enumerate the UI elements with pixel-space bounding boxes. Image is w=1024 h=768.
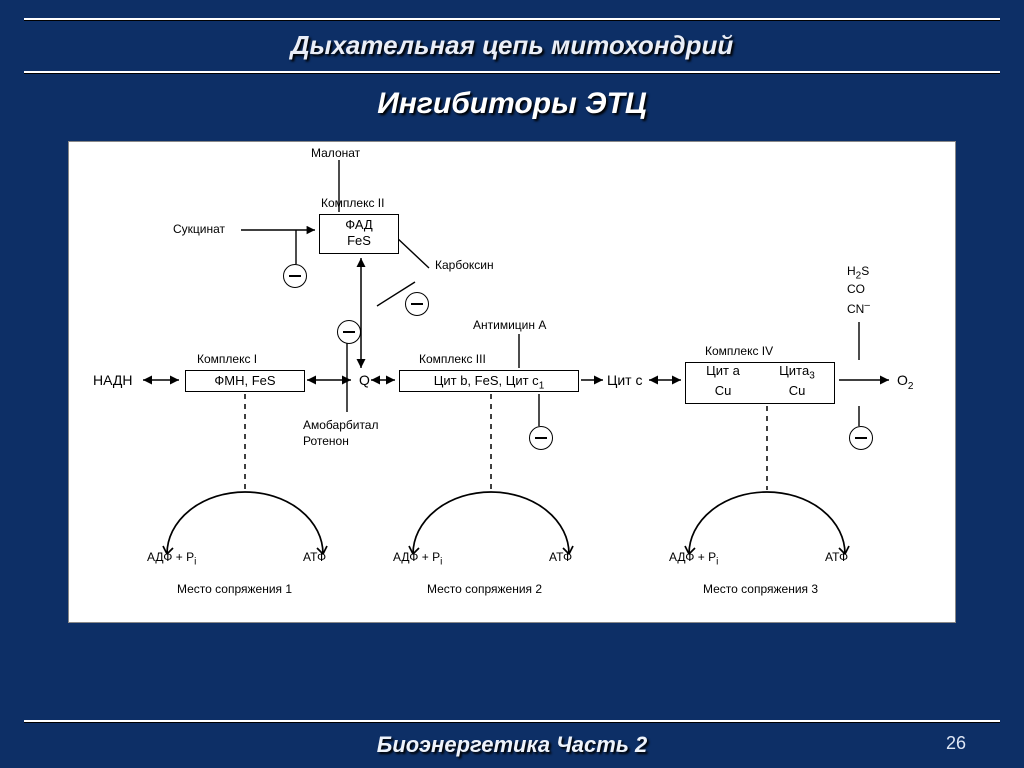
complex4-box: Цит a Цитa3 Cu Cu xyxy=(685,362,835,404)
top-rule xyxy=(24,18,1000,20)
inhibitor-minus-icon xyxy=(529,426,553,450)
inhibitor-minus-icon xyxy=(849,426,873,450)
adp-label-1: АДФ + Pi xyxy=(147,550,196,567)
antimycin-label: Антимицин А xyxy=(473,318,546,332)
etc-inhibitors-diagram: НАДН ФМН, FeS Комплекс I Q Цит b, FeS, Ц… xyxy=(68,141,956,623)
complex1-box: ФМН, FeS xyxy=(185,370,305,392)
c4-col1-bot: Cu xyxy=(686,383,760,403)
c4-col1-top: Цит a xyxy=(686,363,760,383)
footer-text: Биоэнергетика Часть 2 xyxy=(0,732,1024,758)
complex1-content: ФМН, FeS xyxy=(214,373,275,388)
h2s-label: H2S xyxy=(847,264,869,281)
inhibitor-minus-icon xyxy=(337,320,361,344)
header-rule xyxy=(24,71,1000,73)
coupling-site-1: Место сопряжения 1 xyxy=(177,582,292,596)
complex3-right: Цит c1 xyxy=(506,373,545,388)
rotenone-label: Ротенон xyxy=(303,434,349,448)
complex3-label: Комплекс III xyxy=(419,352,486,366)
amobarbital-label: Амобарбитал xyxy=(303,418,379,432)
complex2-box: ФАД FeS xyxy=(319,214,399,254)
c4-col2-bot: Cu xyxy=(760,383,834,403)
adp-label-2: АДФ + Pi xyxy=(393,550,442,567)
complex4-label: Комплекс IV xyxy=(705,344,773,358)
c4-col2-top: Цитa3 xyxy=(760,363,834,383)
coupling-site-3: Место сопряжения 3 xyxy=(703,582,818,596)
o2-label: O2 xyxy=(897,372,913,392)
atp-label-1: АТФ xyxy=(303,550,326,564)
co-label: CO xyxy=(847,282,865,296)
header-title: Дыхательная цепь митохондрий xyxy=(0,30,1024,61)
cytc-label: Цит с xyxy=(607,372,642,388)
inhibitor-minus-icon xyxy=(283,264,307,288)
malonate-label: Малонат xyxy=(311,146,360,160)
complex3-left: Цит b, FeS, xyxy=(434,373,502,388)
carboxin-label: Карбоксин xyxy=(435,258,494,272)
c2-line2: FeS xyxy=(324,233,394,249)
complex3-box: Цит b, FeS, Цит c1 xyxy=(399,370,579,392)
cn-label: CN– xyxy=(847,300,870,316)
footer-rule xyxy=(24,720,1000,722)
complex2-label: Комплекс II xyxy=(321,196,384,210)
succinate-label: Сукцинат xyxy=(173,222,225,236)
nadh-label: НАДН xyxy=(93,372,133,388)
adp-label-3: АДФ + Pi xyxy=(669,550,718,567)
page-number: 26 xyxy=(946,733,966,754)
complex1-label: Комплекс I xyxy=(197,352,257,366)
atp-label-3: АТФ xyxy=(825,550,848,564)
c2-line1: ФАД xyxy=(324,217,394,233)
q-label: Q xyxy=(359,372,370,388)
atp-label-2: АТФ xyxy=(549,550,572,564)
slide-subtitle: Ингибиторы ЭТЦ xyxy=(0,87,1024,121)
inhibitor-minus-icon xyxy=(405,292,429,316)
coupling-site-2: Место сопряжения 2 xyxy=(427,582,542,596)
